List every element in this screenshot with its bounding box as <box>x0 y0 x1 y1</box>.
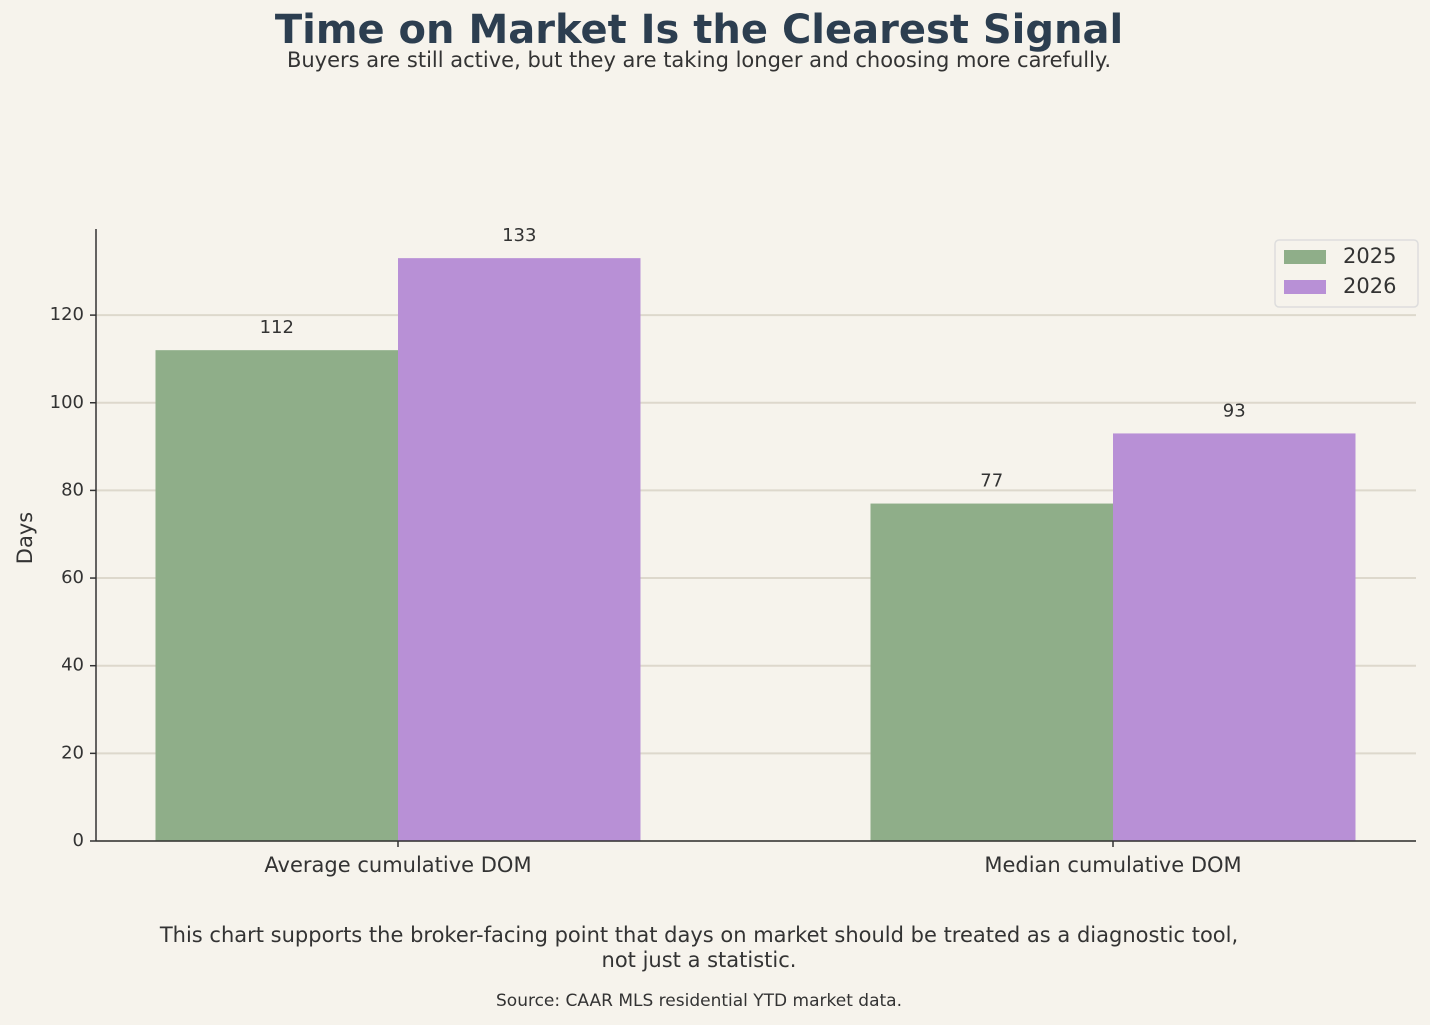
x-tick-label: Median cumulative DOM <box>984 853 1241 877</box>
y-axis-label: Days <box>13 512 37 564</box>
legend-swatch <box>1284 250 1326 264</box>
bar <box>398 258 641 842</box>
chart-title: Time on Market Is the Clearest Signal <box>275 7 1123 53</box>
y-tick-label: 40 <box>61 655 84 676</box>
note: This chart supports the broker-facing po… <box>159 923 1238 947</box>
value-label: 93 <box>1223 400 1246 421</box>
legend-swatch <box>1284 280 1326 294</box>
y-tick-label: 60 <box>61 567 84 588</box>
y-tick-label: 80 <box>61 479 84 500</box>
value-label: 77 <box>980 471 1003 492</box>
bar <box>155 350 398 841</box>
x-tick-label: Average cumulative DOM <box>264 853 531 877</box>
value-label: 112 <box>260 317 294 338</box>
bar <box>1113 433 1356 841</box>
legend-label: 2026 <box>1343 274 1396 298</box>
y-tick-label: 100 <box>50 392 84 413</box>
bar <box>870 503 1113 841</box>
value-label: 133 <box>502 225 536 246</box>
note: not just a statistic. <box>602 948 797 972</box>
y-tick-label: 120 <box>50 304 84 325</box>
source: Source: CAAR MLS residential YTD market … <box>496 991 902 1011</box>
y-tick-label: 20 <box>61 742 84 763</box>
chart-subtitle: Buyers are still active, but they are ta… <box>287 48 1111 72</box>
y-tick-label: 0 <box>73 830 84 851</box>
legend-label: 2025 <box>1343 244 1396 268</box>
